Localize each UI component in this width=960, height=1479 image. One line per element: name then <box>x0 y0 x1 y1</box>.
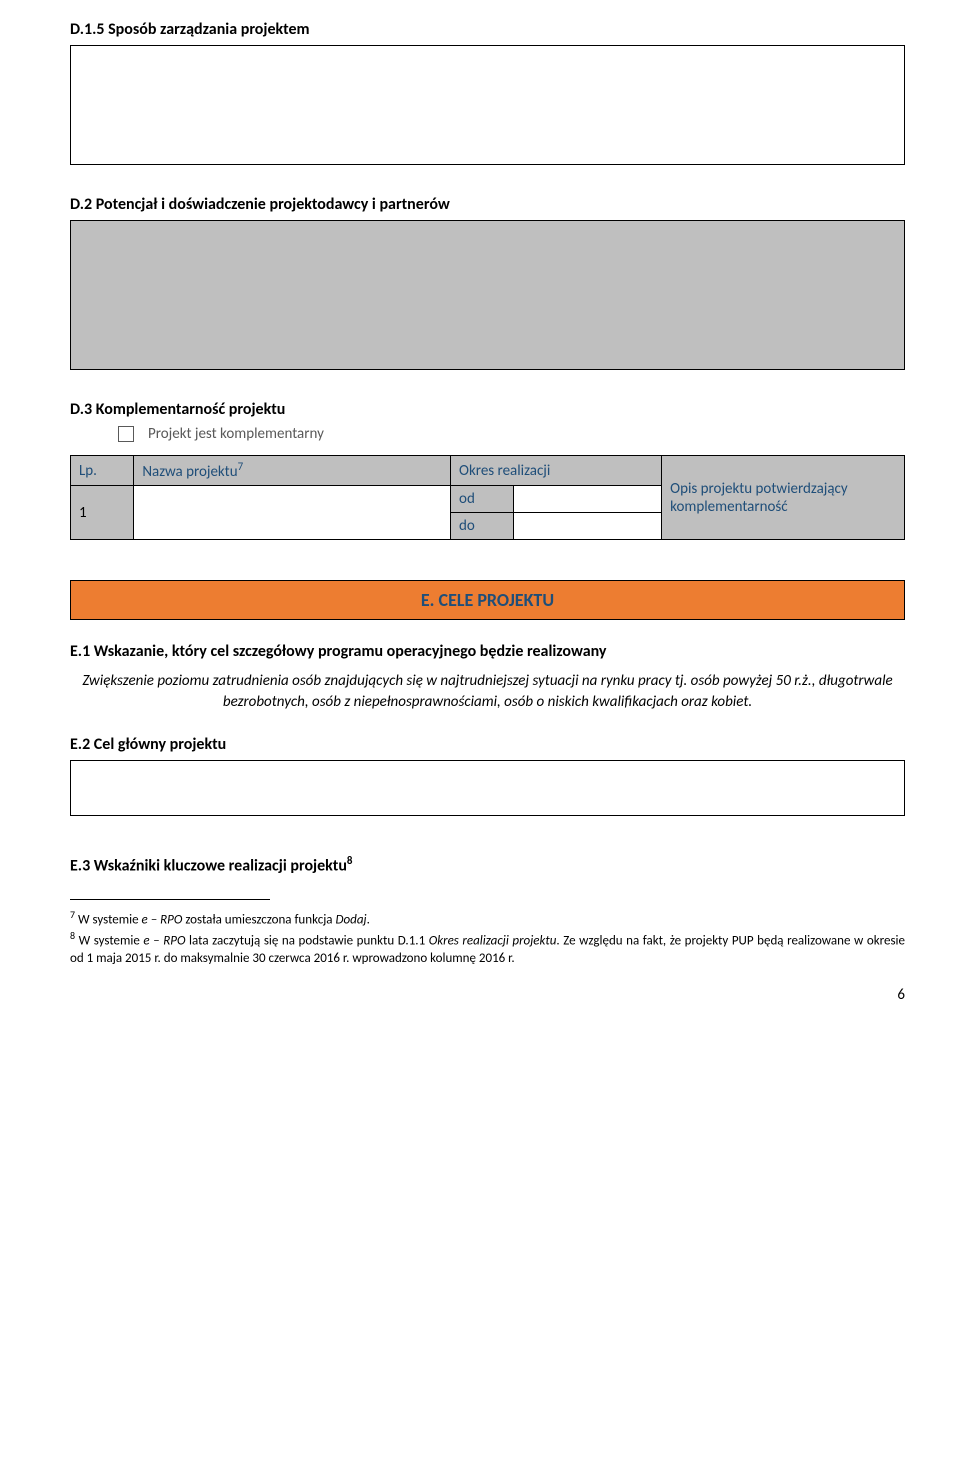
th-opis: Opis projektu potwierdzający komplementa… <box>662 456 905 540</box>
checkbox-row: Projekt jest komplementarny <box>118 425 905 443</box>
th-lp: Lp. <box>71 456 134 486</box>
empty-box-e2 <box>70 760 905 816</box>
td-rownum: 1 <box>71 486 134 540</box>
fn7-pre: W systemie <box>75 913 141 928</box>
e1-italic-inner: Zwiększenie poziomu zatrudnienia osób zn… <box>72 671 903 713</box>
project-table: Lp. Nazwa projektu7 Okres realizacji Opi… <box>70 455 905 540</box>
heading-e1: E.1 Wskazanie, który cel szczegółowy pro… <box>70 642 905 661</box>
td-do-val <box>514 513 662 540</box>
footnote-8: 8 W systemie e – RPO lata zaczytują się … <box>70 929 905 967</box>
heading-e3-text: E.3 Wskaźniki kluczowe realizacji projek… <box>70 856 347 875</box>
checkbox-complementary[interactable] <box>118 426 134 442</box>
checkbox-label: Projekt jest komplementarny <box>148 425 324 443</box>
td-od: od <box>451 486 514 513</box>
th-nazwa: Nazwa projektu7 <box>134 456 451 486</box>
table-header-row: Lp. Nazwa projektu7 Okres realizacji Opi… <box>71 456 905 486</box>
e1-italic-text: Zwiększenie poziomu zatrudnienia osób zn… <box>72 671 903 713</box>
th-nazwa-sup: 7 <box>238 460 244 473</box>
fn7-end: . <box>367 913 370 928</box>
heading-d3: D.3 Komplementarność projektu <box>70 400 905 419</box>
td-do: do <box>451 513 514 540</box>
th-nazwa-text: Nazwa projektu <box>142 463 237 481</box>
fn8-ital2: Okres realizacji projektu <box>429 934 557 949</box>
heading-e3: E.3 Wskaźniki kluczowe realizacji projek… <box>70 854 905 875</box>
footnote-separator <box>70 899 270 900</box>
page-number: 6 <box>70 986 905 1004</box>
heading-e2: E.2 Cel główny projektu <box>70 735 905 754</box>
footnote-7: 7 W systemie e – RPO została umieszczona… <box>70 908 905 929</box>
fn7-ital2: Dodaj <box>335 913 366 928</box>
td-nazwa-empty <box>134 486 451 540</box>
fn7-mid: została umieszczona funkcja <box>182 913 335 928</box>
fn8-pre: W systemie <box>75 934 143 949</box>
fn8-ital1: e – RPO <box>143 934 185 949</box>
fn8-mid: lata zaczytują się na podstawie punktu D… <box>186 934 429 949</box>
empty-box-d15 <box>70 45 905 165</box>
section-e-header: E. CELE PROJEKTU <box>70 580 905 620</box>
th-okres: Okres realizacji <box>451 456 662 486</box>
heading-d2: D.2 Potencjał i doświadczenie projektoda… <box>70 195 905 214</box>
heading-e3-sup: 8 <box>347 854 353 867</box>
gray-box-d2 <box>70 220 905 370</box>
td-od-val <box>514 486 662 513</box>
heading-d15: D.1.5 Sposób zarządzania projektem <box>70 20 905 39</box>
fn7-ital1: e – RPO <box>142 913 183 928</box>
